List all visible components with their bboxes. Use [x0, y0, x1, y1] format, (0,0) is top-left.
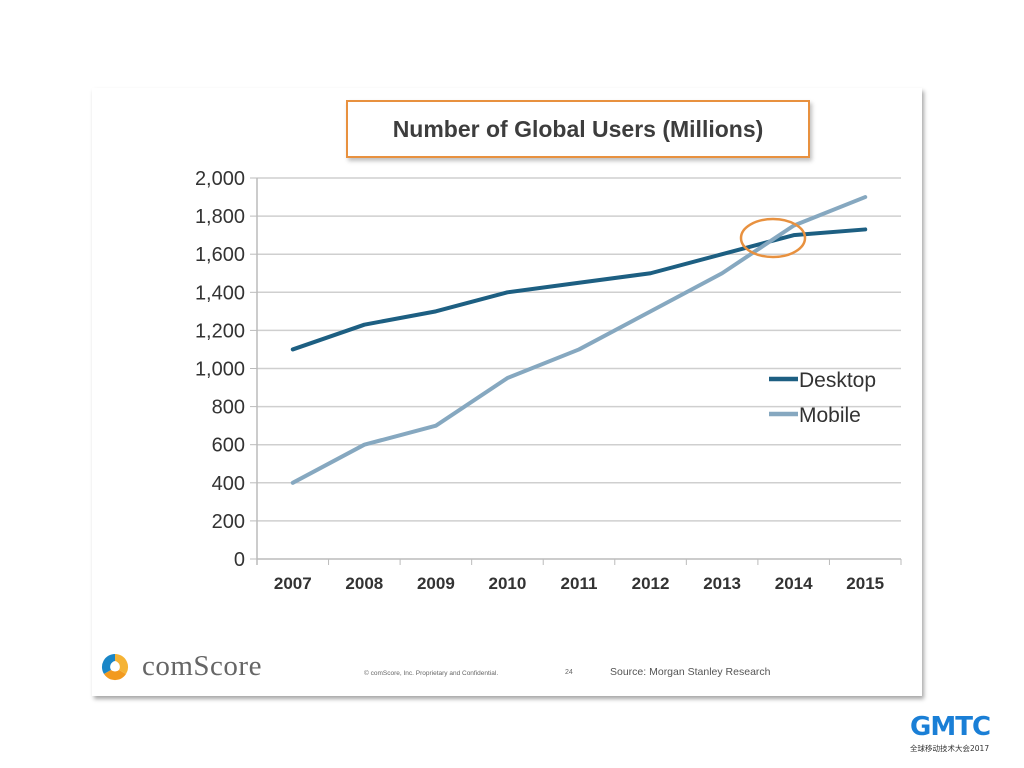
series-line-mobile — [290, 195, 868, 485]
legend-label-mobile: Mobile — [799, 404, 861, 427]
legend-label-desktop: Desktop — [799, 369, 876, 392]
source-text: Source: Morgan Stanley Research — [610, 666, 771, 678]
gmtc-watermark: GMTC 全球移动技术大会2017 — [908, 712, 1004, 760]
x-tick-label: 2013 — [703, 574, 741, 593]
y-tick-label: 1,000 — [195, 359, 245, 381]
x-tick-label: 2011 — [561, 574, 598, 593]
x-tick-label: 2010 — [489, 574, 527, 593]
x-tick-label: 2014 — [775, 574, 813, 593]
y-tick-label: 1,800 — [195, 206, 245, 228]
x-tick-label: 2009 — [417, 574, 455, 593]
y-tick-labels: 0 200 400 600 800 1,000 1,200 1,400 1,600 1,800 2,… — [195, 168, 245, 571]
slide-panel — [92, 88, 922, 696]
y-tick-label: 400 — [212, 473, 245, 495]
x-tick-label: 2015 — [846, 574, 884, 593]
y-tick-label: 800 — [212, 397, 245, 419]
comscore-logo-icon — [101, 653, 129, 681]
gmtc-subtitle: 全球移动技术大会2017 — [910, 744, 990, 753]
chart-title: Number of Global Users (Millions) — [392, 115, 764, 142]
legend: Desktop Mobile — [769, 369, 876, 427]
page-number: 24 — [565, 669, 573, 676]
x-tick-labels: 2007 2008 2009 2010 2011 2012 2013 2014 2015 — [274, 574, 884, 593]
gmtc-logo: GMTC — [910, 712, 991, 742]
y-tick-label: 600 — [212, 435, 245, 457]
crossover-highlight-ellipse — [739, 217, 807, 259]
y-tick-label: 200 — [212, 511, 245, 533]
x-tick-label: 2012 — [632, 574, 670, 593]
axes — [250, 177, 902, 565]
y-tick-label: 1,200 — [195, 320, 245, 342]
y-tick-label: 2,000 — [195, 168, 245, 190]
series-line-desktop — [290, 227, 868, 352]
brand-name: comScore — [142, 650, 262, 682]
chart-title-box: Number of Global Users (Millions) — [346, 100, 810, 158]
copyright-text: © comScore, Inc. Proprietary and Confide… — [364, 670, 499, 677]
y-tick-label: 0 — [234, 549, 245, 571]
x-tick-label: 2008 — [345, 574, 383, 593]
series-lines — [290, 195, 868, 485]
y-tick-label: 1,400 — [195, 282, 245, 304]
y-tick-label: 1,600 — [195, 244, 245, 266]
slide-footer: comScore © comScore, Inc. Proprietary an… — [92, 648, 922, 688]
x-tick-label: 2007 — [274, 574, 312, 593]
